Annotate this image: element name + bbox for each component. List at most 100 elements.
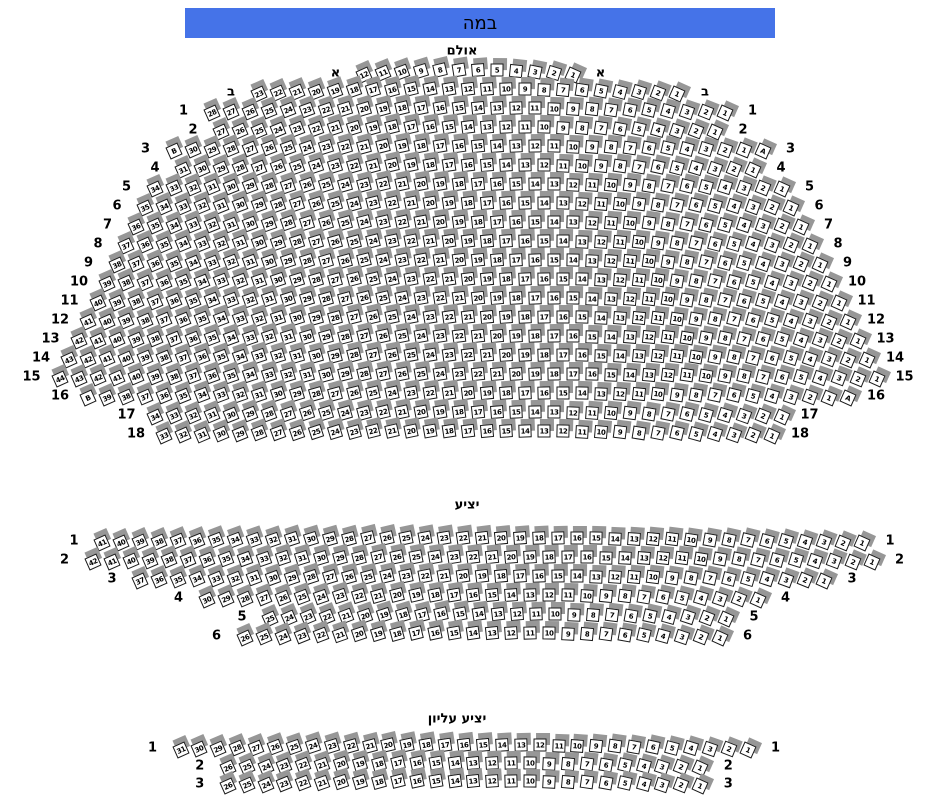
seat[interactable]: 11: [679, 368, 694, 383]
seat[interactable]: 15: [470, 138, 485, 154]
seat[interactable]: 14: [470, 100, 485, 116]
seat[interactable]: 11: [594, 196, 608, 211]
seat[interactable]: 10: [548, 607, 562, 621]
seat[interactable]: 19: [489, 290, 504, 306]
seat[interactable]: 16: [508, 215, 523, 229]
seat[interactable]: 10: [523, 774, 537, 788]
seat[interactable]: 22: [470, 366, 485, 382]
seat[interactable]: 10: [650, 386, 666, 402]
seat[interactable]: 2: [744, 426, 762, 444]
seat[interactable]: 9: [556, 120, 570, 135]
seat[interactable]: 12: [565, 405, 580, 420]
seat[interactable]: 5: [777, 533, 795, 550]
seat[interactable]: 17: [565, 367, 580, 381]
seat[interactable]: 15: [479, 157, 495, 173]
seat[interactable]: 9: [711, 551, 728, 567]
seat[interactable]: 8: [612, 159, 628, 174]
seat[interactable]: 8: [537, 82, 551, 97]
seat[interactable]: 13: [641, 367, 656, 383]
seat[interactable]: 17: [560, 550, 575, 564]
seat[interactable]: 10: [688, 349, 704, 365]
seat[interactable]: 13: [508, 139, 523, 153]
seat[interactable]: 13: [490, 606, 506, 622]
seat[interactable]: 6: [688, 197, 704, 214]
seat[interactable]: 3: [830, 369, 847, 387]
seat[interactable]: 19: [422, 423, 438, 439]
seat[interactable]: 18: [508, 291, 523, 305]
seat[interactable]: 12: [565, 177, 580, 192]
seat[interactable]: 19: [407, 587, 424, 604]
seat[interactable]: 11: [584, 405, 599, 420]
seat[interactable]: 11: [650, 310, 666, 326]
seat[interactable]: 18: [518, 310, 532, 324]
seat[interactable]: 18: [426, 587, 443, 603]
seat[interactable]: 2: [796, 571, 814, 589]
seat[interactable]: 17: [389, 773, 406, 790]
seat[interactable]: 6: [654, 589, 671, 605]
seat[interactable]: 8: [650, 197, 666, 213]
seat[interactable]: 7: [749, 551, 766, 568]
seat[interactable]: 6: [678, 406, 695, 423]
seat[interactable]: 7: [707, 273, 723, 290]
seat[interactable]: 7: [631, 159, 647, 175]
seat[interactable]: 9: [641, 216, 656, 231]
seat[interactable]: 9: [716, 368, 733, 384]
seat[interactable]: 19: [474, 568, 490, 584]
seat[interactable]: 9: [688, 311, 704, 327]
seat[interactable]: 15: [508, 177, 523, 191]
seat[interactable]: 8: [669, 235, 685, 251]
seat[interactable]: 14: [489, 139, 504, 154]
seat[interactable]: 18: [532, 531, 546, 545]
seat[interactable]: 7: [678, 216, 695, 232]
seat[interactable]: 16: [565, 329, 580, 343]
seat[interactable]: 12: [575, 196, 589, 211]
seat[interactable]: 5: [659, 140, 676, 157]
seat[interactable]: 4: [661, 608, 677, 625]
seat[interactable]: 16: [546, 291, 561, 305]
seat[interactable]: 5: [787, 552, 804, 569]
seat[interactable]: 8: [574, 120, 590, 136]
seat[interactable]: 9: [584, 139, 599, 154]
seat[interactable]: 8: [560, 774, 576, 790]
seat[interactable]: 10: [593, 424, 609, 440]
seat[interactable]: 7: [726, 311, 742, 328]
seat[interactable]: 5: [792, 369, 809, 386]
seat[interactable]: 10: [645, 569, 661, 585]
seat[interactable]: 8: [688, 273, 704, 289]
seat[interactable]: 2: [763, 198, 781, 216]
seat[interactable]: 8: [678, 254, 695, 270]
seat[interactable]: 13: [479, 119, 495, 135]
seat[interactable]: 11: [584, 177, 599, 192]
seat[interactable]: 9: [560, 626, 575, 641]
seat[interactable]: 15: [594, 348, 608, 363]
seat[interactable]: 19: [499, 310, 513, 325]
seat[interactable]: 7: [635, 589, 652, 605]
seat[interactable]: 11: [522, 626, 537, 640]
seat[interactable]: 16: [537, 272, 551, 286]
seat[interactable]: 7: [716, 292, 733, 309]
seat[interactable]: 17: [527, 291, 542, 305]
seat[interactable]: 2: [720, 740, 738, 758]
seat[interactable]: 9: [678, 292, 695, 308]
seat[interactable]: 4: [635, 775, 652, 792]
seat[interactable]: 7: [754, 368, 771, 385]
seat[interactable]: 8: [579, 626, 594, 642]
seat[interactable]: 17: [508, 253, 523, 267]
seat[interactable]: 20: [350, 626, 367, 643]
seat[interactable]: 16: [489, 405, 504, 420]
seat[interactable]: 21: [460, 309, 476, 325]
seat[interactable]: 19: [513, 531, 527, 546]
seat[interactable]: 6: [470, 63, 485, 78]
seat[interactable]: 10: [622, 215, 637, 231]
seat[interactable]: 4: [678, 140, 695, 157]
seat[interactable]: 8: [721, 532, 737, 548]
seat[interactable]: 6: [650, 159, 666, 175]
seat[interactable]: 9: [622, 406, 637, 421]
seat[interactable]: 15: [428, 773, 444, 789]
seat[interactable]: 13: [466, 773, 481, 789]
seat[interactable]: 6: [574, 83, 590, 98]
seat[interactable]: 8: [726, 349, 742, 365]
seat[interactable]: 12: [533, 738, 547, 752]
seat[interactable]: 2: [692, 628, 709, 646]
seat[interactable]: 4: [758, 571, 776, 588]
